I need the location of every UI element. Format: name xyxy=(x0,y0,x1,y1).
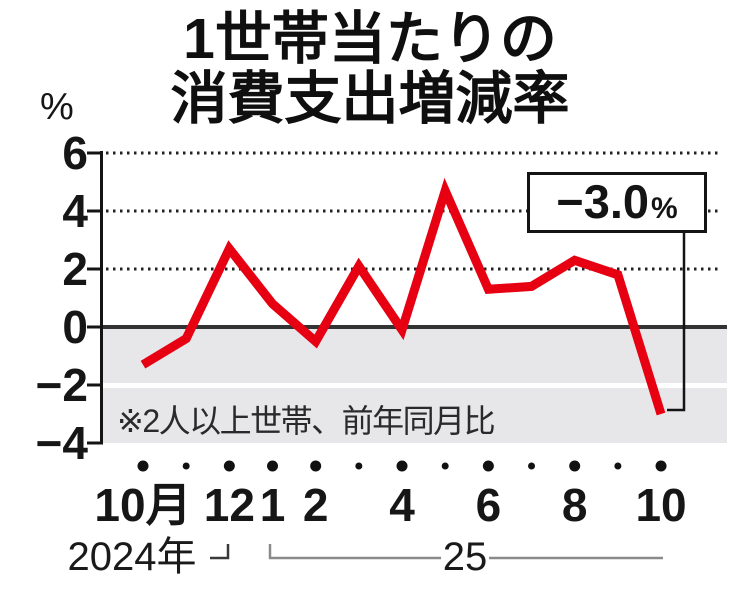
x-axis-month-label-1: 1 xyxy=(259,479,286,531)
y-axis-label-−4: −4 xyxy=(35,417,88,469)
callout-leader-line xyxy=(667,233,686,412)
month-dot-4 xyxy=(267,460,279,472)
year-25-bracket-left xyxy=(268,544,441,560)
year-2024-bracket xyxy=(210,544,230,560)
month-dot-7 xyxy=(396,460,408,472)
callout-value: −3.0 xyxy=(556,175,650,228)
negative-zone-shading-lower xyxy=(100,388,727,443)
month-dot-10 xyxy=(528,462,536,470)
negative-zone-shading-upper xyxy=(100,329,727,383)
month-dot-11 xyxy=(569,460,581,472)
x-axis-month-label-2: 2 xyxy=(302,479,329,531)
month-dot-9 xyxy=(482,460,494,472)
month-dot-5 xyxy=(310,460,322,472)
month-dot-13 xyxy=(655,460,667,472)
y-axis-label-4: 4 xyxy=(62,185,88,237)
y-axis-label-2: 2 xyxy=(62,243,88,295)
month-dot-1 xyxy=(137,460,149,472)
x-axis-year-25-label: 25 xyxy=(442,535,488,579)
data-line xyxy=(140,177,666,416)
x-axis-month-label-10: 10 xyxy=(635,479,687,531)
footnote: ※2人以上世帯、前年同月比 xyxy=(117,403,496,439)
y-axis-label-−2: −2 xyxy=(35,359,88,411)
month-dot-8 xyxy=(441,462,449,470)
y-axis-label-6: 6 xyxy=(62,127,88,179)
month-dot-12 xyxy=(614,462,622,470)
y-axis-label-0: 0 xyxy=(62,301,88,353)
chart-title-line1: 1世帯当たりの xyxy=(183,7,557,71)
x-axis-month-label-8: 8 xyxy=(561,479,588,531)
month-dot-2 xyxy=(182,462,190,470)
x-axis-month-label-4: 4 xyxy=(389,479,415,531)
last-value-callout: −3.0% xyxy=(527,172,707,233)
chart-title: 1世帯当たりの 消費支出増減率 xyxy=(0,7,740,131)
x-axis-month-label-6: 6 xyxy=(475,479,502,531)
x-axis-month-label-10月: 10月 xyxy=(94,479,192,531)
month-dot-3 xyxy=(223,460,235,472)
callout-percent-sign: % xyxy=(651,192,678,225)
x-axis-year-2024-label: 2024年 xyxy=(67,535,197,579)
month-dot-6 xyxy=(355,462,363,470)
x-axis-month-label-12: 12 xyxy=(203,479,255,531)
y-axis-unit-label: % xyxy=(40,86,74,128)
chart-title-line2: 消費支出増減率 xyxy=(170,66,570,131)
